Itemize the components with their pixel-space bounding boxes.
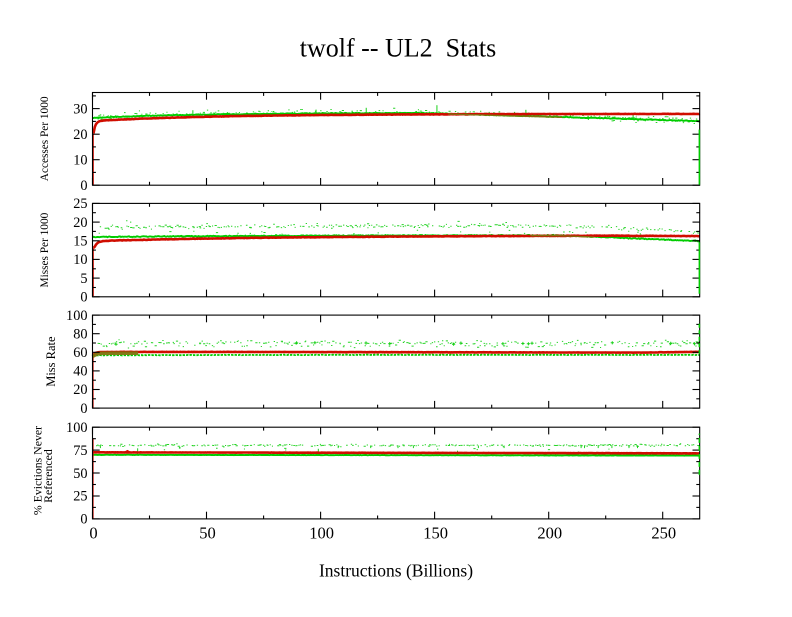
svg-text:Miss Rate: Miss Rate — [44, 336, 58, 387]
svg-text:40: 40 — [73, 364, 87, 380]
svg-text:20: 20 — [73, 127, 87, 143]
svg-text:0: 0 — [80, 512, 87, 528]
svg-text:0: 0 — [80, 401, 87, 417]
svg-text:10: 10 — [73, 252, 87, 268]
svg-text:100: 100 — [309, 524, 334, 543]
svg-text:% Evictions Never: % Evictions Never — [30, 426, 44, 515]
svg-text:twolf -- UL2 Stats: twolf -- UL2 Stats — [300, 34, 496, 63]
svg-text:15: 15 — [73, 233, 87, 249]
svg-text:Accesses Per 1000: Accesses Per 1000 — [39, 96, 51, 181]
svg-text:0: 0 — [80, 178, 87, 194]
svg-text:80: 80 — [73, 326, 87, 342]
svg-text:150: 150 — [423, 524, 448, 543]
svg-text:25: 25 — [73, 196, 87, 212]
svg-text:20: 20 — [73, 215, 87, 231]
svg-text:50: 50 — [73, 466, 87, 482]
svg-text:10: 10 — [73, 152, 87, 168]
svg-text:0: 0 — [89, 524, 97, 543]
svg-text:5: 5 — [80, 271, 87, 287]
svg-text:Misses Per 1000: Misses Per 1000 — [39, 212, 51, 287]
svg-text:60: 60 — [73, 345, 87, 361]
svg-text:30: 30 — [73, 101, 87, 117]
svg-text:250: 250 — [651, 524, 676, 543]
svg-text:25: 25 — [73, 489, 87, 505]
svg-text:0: 0 — [80, 290, 87, 306]
svg-text:75: 75 — [73, 443, 87, 459]
svg-text:50: 50 — [199, 524, 216, 543]
svg-text:100: 100 — [66, 308, 87, 324]
svg-text:Instructions (Billions): Instructions (Billions) — [319, 561, 473, 581]
svg-text:100: 100 — [66, 420, 87, 436]
svg-text:Referenced: Referenced — [41, 449, 55, 503]
svg-text:20: 20 — [73, 382, 87, 398]
svg-text:200: 200 — [537, 524, 562, 543]
